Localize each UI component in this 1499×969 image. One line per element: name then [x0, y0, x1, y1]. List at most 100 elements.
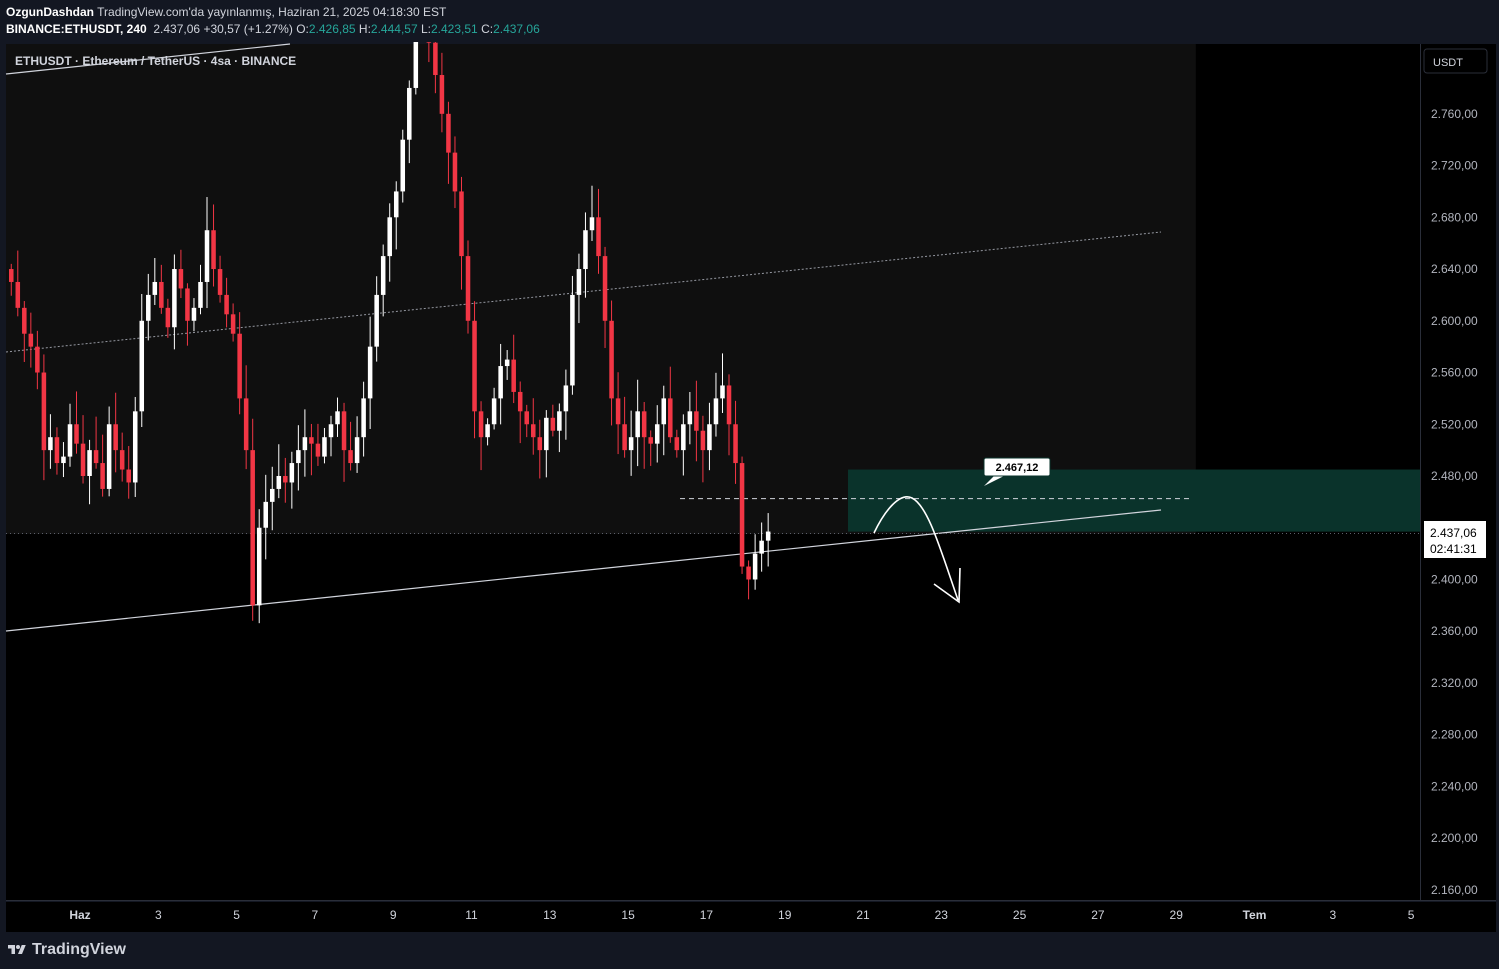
candle-body [9, 269, 14, 282]
candle-body [61, 456, 66, 464]
candle-body [596, 217, 601, 257]
support-trendline[interactable] [5, 509, 1162, 632]
candle-body [661, 398, 667, 425]
candle-body [752, 553, 758, 580]
y-tick-label: 2.320,00 [1431, 676, 1478, 690]
candle [765, 513, 771, 567]
time-axis-background[interactable] [6, 902, 1496, 932]
candle [374, 276, 379, 362]
x-tick-label: 25 [1013, 908, 1027, 922]
candle-body [478, 411, 484, 438]
candle [446, 101, 451, 184]
candle-body [674, 437, 680, 451]
candle-body [41, 372, 47, 451]
candle [387, 203, 392, 282]
price-axis[interactable]: 2.760,00 2.720,00 2.680,00 2.640,00 2.600,00… [1424, 107, 1486, 897]
candle [230, 303, 236, 342]
shaded-range [6, 44, 1196, 534]
x-tick-label: 3 [1329, 908, 1336, 922]
x-tick-label: 3 [155, 908, 162, 922]
y-tick-label: 2.640,00 [1431, 262, 1478, 276]
candle-body [576, 269, 582, 295]
candle [178, 249, 184, 299]
candle [237, 312, 242, 415]
candle-body [132, 411, 138, 483]
price-axis-background[interactable] [1421, 44, 1496, 900]
callout-box[interactable] [983, 457, 1051, 477]
candle [570, 275, 575, 395]
candle-body [74, 424, 79, 444]
candle-body [139, 320, 145, 412]
candle [250, 418, 255, 621]
x-tick-label: 21 [856, 908, 870, 922]
candle-body [217, 269, 223, 295]
candle [433, 35, 438, 94]
candle [132, 396, 138, 497]
candle [243, 365, 249, 470]
candle [152, 257, 158, 306]
candle [328, 415, 334, 457]
open-label: O: [296, 22, 309, 36]
candle [361, 381, 366, 457]
candle [759, 522, 764, 572]
y-tick-label: 2.760,00 [1431, 107, 1478, 121]
candle-body [48, 437, 53, 451]
bar-countdown: 02:41:31 [1430, 542, 1477, 556]
candle [472, 301, 477, 439]
candle [439, 52, 445, 133]
candle [531, 398, 536, 455]
candle-body [315, 443, 321, 457]
candle [615, 372, 621, 455]
candle-body [668, 398, 673, 438]
candle [694, 380, 699, 462]
y-tick-label: 2.240,00 [1431, 779, 1478, 793]
candle-body [250, 450, 255, 606]
candle-body [544, 417, 549, 451]
candle-body [126, 469, 131, 483]
close-value: 2.437,06 [493, 22, 540, 36]
candle-body [459, 191, 464, 257]
candle-body [615, 398, 621, 425]
candle [504, 350, 510, 380]
candle [478, 401, 484, 471]
candle-body [400, 139, 406, 192]
candle [335, 397, 340, 437]
candle-body [191, 307, 197, 321]
candle-body [517, 391, 523, 412]
time-axis[interactable]: Haz 3 5 7 9 11 13 15 17 19 21 23 25 27 29 Tem 3 5 [69, 908, 1414, 922]
candle [224, 277, 229, 328]
author-name[interactable]: OzgunDashdan [6, 5, 95, 19]
candle-body [524, 411, 529, 425]
candle-body [224, 294, 229, 315]
upper-trendline[interactable] [5, 43, 291, 75]
ohlc-line: BINANCE:ETHUSDT, 240 2.437,06 +30,57 (+1… [6, 22, 540, 36]
candle [589, 185, 595, 241]
x-tick-label: 15 [621, 908, 635, 922]
candle-body [361, 398, 366, 438]
candle-body [654, 424, 660, 444]
currency-button[interactable] [1423, 48, 1488, 74]
candle [204, 197, 210, 309]
candle-body [393, 191, 399, 218]
channel-midline[interactable] [5, 231, 1162, 353]
candle-body [309, 437, 314, 444]
brand-name: TradingView [32, 941, 126, 958]
projection-arrow-path[interactable] [873, 496, 959, 601]
tradingview-logo[interactable]: TradingView [6, 941, 126, 959]
candle [93, 416, 99, 469]
y-tick-label: 2.360,00 [1431, 624, 1478, 638]
candles-layer [9, 0, 771, 624]
candle-body [348, 450, 353, 464]
candle [217, 255, 223, 303]
candle-body [67, 424, 73, 457]
candle [596, 188, 601, 274]
candle [172, 254, 177, 350]
candle-body [263, 501, 268, 528]
candle [752, 534, 758, 590]
candle [681, 414, 686, 476]
candle-body [270, 488, 275, 502]
candle [367, 316, 373, 429]
candle-body [465, 256, 471, 321]
candle [687, 391, 693, 445]
